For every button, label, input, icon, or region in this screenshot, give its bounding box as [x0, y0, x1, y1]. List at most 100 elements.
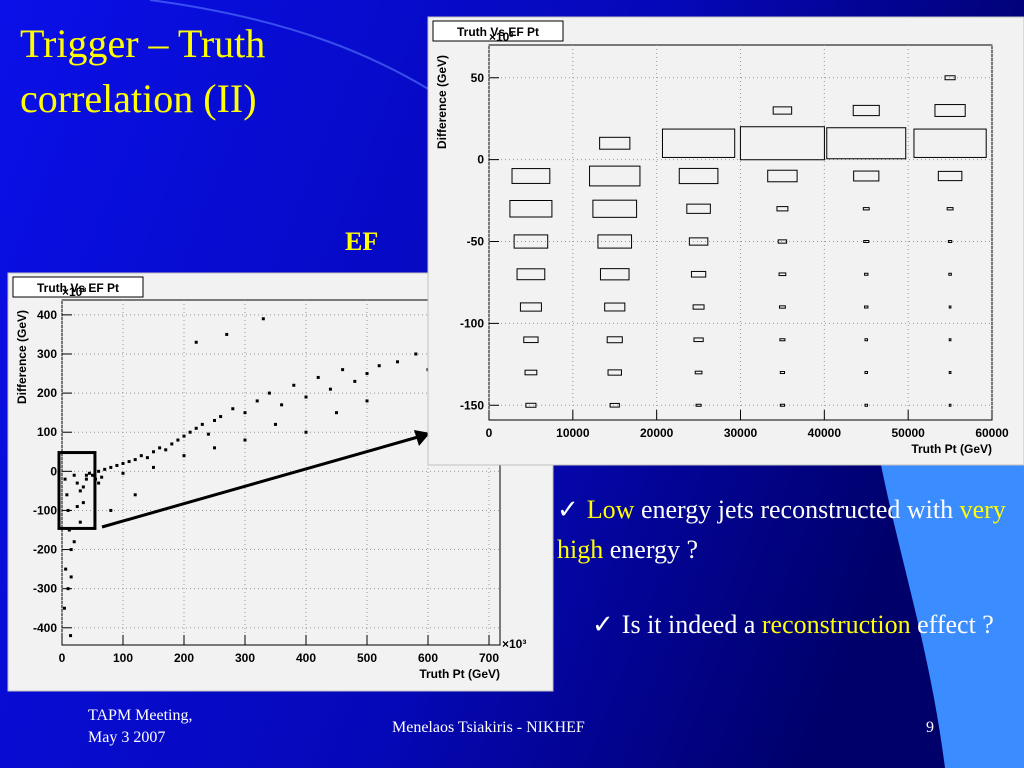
y-tick-label: 400 — [37, 308, 57, 322]
scatter-point — [97, 481, 101, 485]
box-cell — [779, 338, 786, 342]
scatter-point — [62, 606, 66, 610]
y-tick-label: 0 — [477, 153, 484, 167]
highlight-box — [57, 451, 97, 530]
box-cell — [937, 170, 963, 182]
x-tick-label: 0 — [59, 651, 66, 665]
arrow-head — [414, 430, 430, 446]
scatter-point — [103, 467, 107, 471]
box-cell — [597, 234, 633, 249]
bullet: ✓ Is it indeed a reconstruction effect ? — [592, 605, 1017, 645]
box-cell — [948, 371, 952, 375]
bullet-text: effect ? — [910, 610, 994, 639]
box-cell — [864, 305, 869, 309]
scatter-point — [225, 332, 229, 336]
x-tick-label: 400 — [296, 651, 316, 665]
scatter-point — [261, 317, 265, 321]
y-tick-label: 50 — [471, 71, 485, 85]
box-cell — [523, 336, 539, 344]
box-cell — [678, 167, 719, 185]
bullet-text: very high — [557, 495, 1013, 564]
box-cell — [516, 268, 546, 281]
box-cell — [778, 272, 787, 277]
y-tick-label: -100 — [33, 503, 57, 517]
scatter-point — [176, 438, 180, 442]
scatter-point — [152, 450, 156, 454]
y-tick-label: -200 — [33, 543, 57, 557]
bullet-text: energy jets reconstructed with — [634, 495, 960, 524]
y-exponent: ×10³ — [489, 30, 513, 44]
box-cell — [864, 403, 869, 407]
scatter-point — [200, 422, 204, 426]
scatter-point — [152, 465, 156, 469]
x-tick-label: 600 — [418, 651, 438, 665]
scatter-point — [396, 360, 400, 364]
footer-center: Menelaos Tsiakiris - NIKHEF — [392, 719, 585, 736]
scatter-point — [365, 399, 369, 403]
box-cell — [948, 305, 952, 309]
box-cell — [519, 302, 542, 312]
box-cell — [693, 337, 704, 343]
scatter-point — [158, 446, 162, 450]
scatter-point — [353, 379, 357, 383]
scatter-point — [67, 528, 71, 532]
scatter-point — [66, 508, 70, 512]
scatter-point — [65, 493, 69, 497]
x-tick-label: 20000 — [640, 426, 674, 440]
scatter-point — [127, 460, 131, 464]
scatter-point — [243, 438, 247, 442]
scatter-point — [69, 548, 73, 552]
scatter-point — [414, 352, 418, 356]
y-exponent: ×10³ — [62, 285, 86, 299]
chart-title: Truth Vs EF Pt — [457, 25, 539, 39]
box-cell — [686, 203, 711, 214]
scatter-point — [97, 469, 101, 473]
scatter-point — [75, 505, 79, 509]
box-cell — [767, 169, 798, 183]
charts: -400 -300 -200 -100 0 100 200 300 400 0 100 200 300 4… — [7, 16, 1024, 692]
box-cell — [946, 207, 954, 211]
scatter-point — [206, 432, 210, 436]
scatter-point — [304, 395, 308, 399]
scatter-point — [75, 481, 79, 485]
box-cell — [692, 304, 705, 310]
box-cell — [862, 207, 870, 211]
scatter-point — [81, 485, 85, 489]
scatter-point — [335, 411, 339, 415]
box-cell — [778, 305, 786, 309]
footer-line: May 3 2007 — [88, 729, 166, 746]
box-cell — [525, 402, 537, 408]
scatter-point — [115, 463, 119, 467]
scatter-point — [81, 501, 85, 505]
box-cell — [599, 268, 630, 281]
x-axis-label: Truth Pt (GeV) — [911, 442, 992, 456]
x-tick-label: 200 — [174, 651, 194, 665]
bullet-text: reconstruction — [761, 610, 911, 639]
box-cell — [690, 270, 707, 278]
box-cell — [604, 302, 626, 312]
scatter-point — [328, 387, 332, 391]
y-tick-label: -300 — [33, 582, 57, 596]
title-box — [432, 20, 564, 42]
box-cell — [772, 106, 793, 115]
box-cell — [592, 199, 638, 218]
box-cell — [826, 127, 907, 160]
slide-title-line: Trigger – Truth — [20, 21, 265, 66]
y-tick-label: -400 — [33, 621, 57, 635]
x-axis-label: Truth Pt (GeV) — [419, 667, 500, 681]
arrow-line — [101, 435, 419, 529]
scatter-point — [78, 489, 82, 493]
scatter-point — [84, 477, 88, 481]
box-cell — [777, 239, 788, 244]
chart-panel: -400 -300 -200 -100 0 100 200 300 400 0 100 200 300 4… — [7, 272, 554, 692]
scatter-point — [100, 475, 104, 479]
box-cell — [913, 128, 987, 158]
box-cell — [606, 336, 623, 344]
title-box — [12, 276, 144, 298]
scatter-point — [133, 458, 137, 462]
y-tick-label: 300 — [37, 347, 57, 361]
box-cell — [509, 200, 553, 218]
scatter-point — [304, 430, 308, 434]
